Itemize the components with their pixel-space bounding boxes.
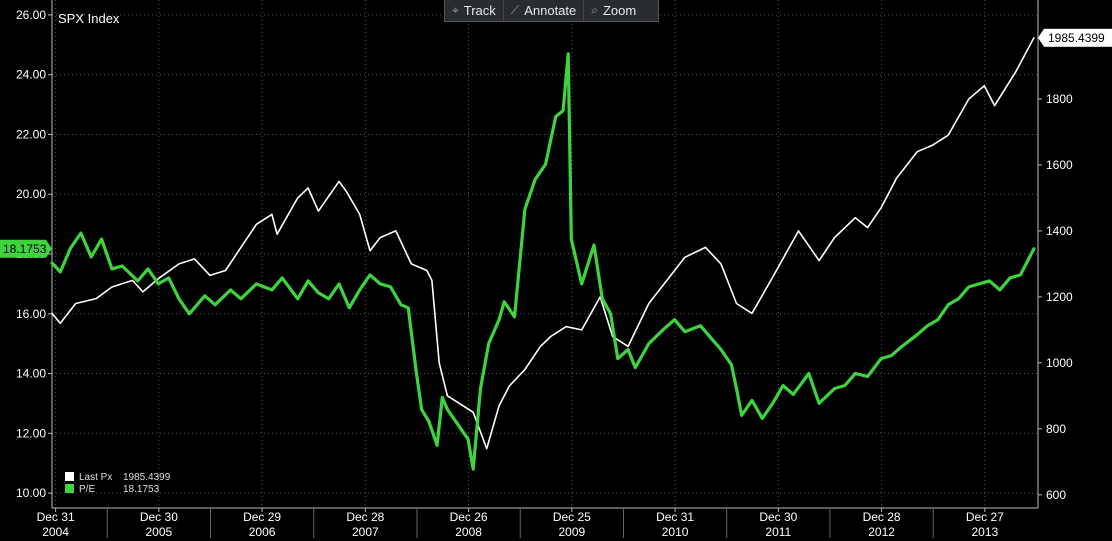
track-button[interactable]: ⌖ Track <box>445 0 504 21</box>
chart-toolbar: ⌖ Track ⟋ Annotate ⌕ Zoom <box>444 0 659 22</box>
series-layer <box>50 37 1036 471</box>
x-tick-day: Dec 27 <box>966 510 1004 524</box>
right-tick-label: 800 <box>1046 422 1066 436</box>
legend: Last Px 1985.4399 P/E 18.1753 <box>65 472 171 495</box>
pencil-icon: ⟋ <box>510 3 520 17</box>
left-tick-label: 10.00 <box>16 486 46 500</box>
right-tick-label: 600 <box>1046 488 1066 502</box>
x-tick-year: 2012 <box>868 525 895 539</box>
pe-tag-box <box>0 239 46 258</box>
x-tick-day: Dec 28 <box>863 510 901 524</box>
right-tick-label: 1000 <box>1046 356 1073 370</box>
x-tick-day: Dec 31 <box>37 510 75 524</box>
x-tick-year: 2013 <box>971 525 998 539</box>
x-tick-day: Dec 26 <box>450 510 488 524</box>
x-tick-day: Dec 31 <box>656 510 694 524</box>
legend-name: Last Px <box>79 472 112 483</box>
axes <box>48 0 1042 538</box>
price-tag-box <box>1044 28 1112 47</box>
series-line-p-e <box>50 52 1036 471</box>
axis-labels: 10.0012.0014.0016.0018.0020.0022.0024.00… <box>16 8 1073 539</box>
magnifier-icon: ⌕ <box>591 3 598 17</box>
x-tick-day: Dec 30 <box>759 510 797 524</box>
x-tick-day: Dec 25 <box>553 510 591 524</box>
legend-name: P/E <box>79 484 95 495</box>
left-tick-label: 26.00 <box>16 8 46 22</box>
left-tick-label: 14.00 <box>16 367 46 381</box>
x-tick-year: 2008 <box>455 525 482 539</box>
legend-swatch <box>65 484 74 493</box>
series-line-last-px <box>51 37 1035 450</box>
right-tick-label: 1600 <box>1046 158 1073 172</box>
pe-last-value: 18.1753 <box>3 242 47 256</box>
x-tick-day: Dec 28 <box>346 510 384 524</box>
x-tick-day: Dec 30 <box>140 510 178 524</box>
zoom-button[interactable]: ⌕ Zoom <box>584 0 643 21</box>
annotate-label: Annotate <box>524 3 577 18</box>
left-tick-label: 22.00 <box>16 127 46 141</box>
right-tick-label: 1800 <box>1046 92 1073 106</box>
last-value-tags: 1985.4399 18.1753 <box>0 28 1112 258</box>
x-tick-year: 2007 <box>352 525 379 539</box>
zoom-label: Zoom <box>602 3 637 18</box>
x-tick-year: 2010 <box>662 525 689 539</box>
chart-title: SPX Index <box>58 11 120 26</box>
x-tick-day: Dec 29 <box>243 510 281 524</box>
legend-value: 1985.4399 <box>123 472 171 483</box>
x-tick-year: 2006 <box>249 525 276 539</box>
track-label: Track <box>463 3 496 18</box>
right-tick-label: 1400 <box>1046 224 1073 238</box>
price-last-value: 1985.4399 <box>1048 31 1105 45</box>
annotate-button[interactable]: ⟋ Annotate <box>504 0 585 21</box>
left-tick-label: 20.00 <box>16 187 46 201</box>
x-tick-year: 2005 <box>146 525 173 539</box>
crosshair-icon: ⌖ <box>452 3 459 17</box>
price-tag-arrow <box>1038 28 1044 47</box>
legend-value: 18.1753 <box>123 484 160 495</box>
left-tick-label: 24.00 <box>16 68 46 82</box>
legend-swatch <box>65 472 74 481</box>
x-tick-year: 2004 <box>42 525 69 539</box>
x-tick-year: 2009 <box>558 525 585 539</box>
right-tick-label: 1200 <box>1046 290 1073 304</box>
grid-lines <box>52 0 1038 508</box>
left-tick-label: 16.00 <box>16 307 46 321</box>
x-tick-year: 2011 <box>765 525 791 539</box>
left-tick-label: 12.00 <box>16 426 46 440</box>
pe-tag-arrow <box>46 239 52 258</box>
